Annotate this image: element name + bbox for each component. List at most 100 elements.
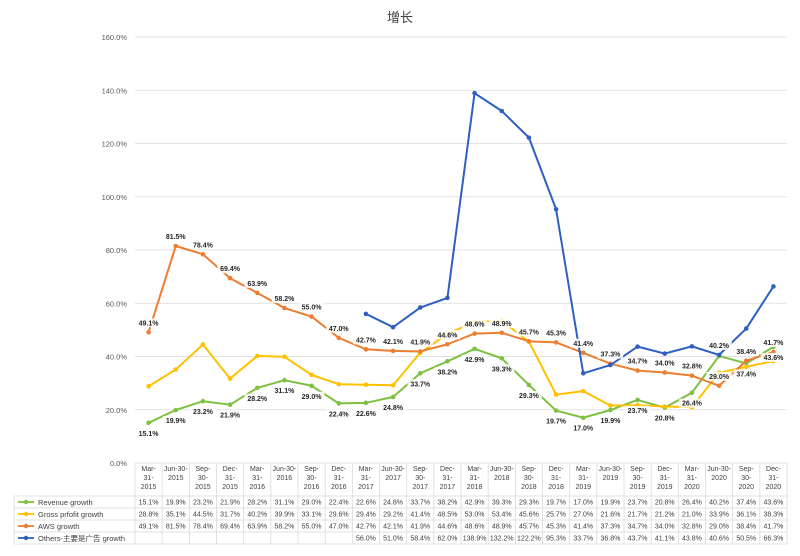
x-category-line: 31-: [334, 475, 345, 482]
x-category-line: 30-: [741, 475, 752, 482]
table-cell-value: 41.4%: [410, 512, 430, 519]
data-label-bg: [353, 335, 379, 345]
data-point: [635, 344, 640, 349]
table-cell-value: 36.1%: [736, 512, 756, 519]
x-category-line: Sep-: [304, 466, 319, 473]
table-cell-value: 29.3%: [519, 500, 539, 507]
table-cell-value: 45.7%: [519, 524, 539, 531]
table-cell-value: 26.4%: [682, 500, 702, 507]
table-cell-value: 50.5%: [736, 536, 756, 543]
table-cell-value: 34.7%: [628, 524, 648, 531]
data-label-bg: [733, 346, 759, 356]
table-cell-value: 62.0%: [437, 536, 457, 543]
x-category-line: Sep-: [196, 466, 211, 473]
table-cell-value: 48.5%: [437, 512, 457, 519]
x-category-line: 2015: [195, 484, 211, 491]
table-cell-value: 28.8%: [139, 512, 159, 519]
data-point: [336, 335, 342, 341]
x-category-line: Sep-: [630, 466, 645, 473]
x-category-label: Mar- 31- 2016: [249, 466, 265, 491]
table-cell-value: 138.9%: [463, 536, 487, 543]
data-point: [227, 402, 233, 407]
x-category-line: 2015: [168, 475, 184, 482]
data-point: [689, 390, 695, 396]
table-cell-value: 40.2%: [709, 500, 729, 507]
data-label: 43.6%: [763, 355, 784, 362]
x-category-label: Mar- 31- 2019: [575, 466, 591, 491]
table-cell-value: 43.8%: [682, 536, 702, 543]
x-category-line: Dec-: [766, 466, 781, 473]
data-label-bg: [190, 240, 216, 250]
table-cell-value: 44.6%: [437, 524, 457, 531]
table-cell-value: 45.3%: [546, 524, 566, 531]
x-category-line: 31-: [442, 475, 453, 482]
data-label-bg: [624, 405, 651, 415]
data-label-bg: [652, 358, 678, 368]
x-category-line: 30-: [633, 475, 644, 482]
data-point: [227, 275, 233, 281]
data-point: [499, 108, 505, 114]
legend-label: Gross prfofit growth: [38, 510, 103, 519]
x-category-line: 2020: [711, 475, 727, 482]
table-cell-value: 21.7%: [628, 512, 648, 519]
x-category-line: 2018: [494, 475, 510, 482]
data-label: 28.2%: [247, 396, 268, 403]
data-label-bg: [298, 302, 325, 312]
table-cell-value: 21.0%: [682, 512, 702, 519]
table-cell-value: 41.4%: [573, 524, 593, 531]
data-label: 45.7%: [519, 329, 540, 336]
table-cell-value: 45.6%: [519, 512, 539, 519]
x-category-line: 31-: [687, 475, 698, 482]
data-label-bg: [570, 423, 596, 433]
series-line: [148, 346, 774, 424]
table-cell-value: 23.7%: [628, 500, 648, 507]
data-label-bg: [624, 356, 651, 366]
data-point: [662, 404, 668, 409]
x-category-label: Mar- 31- 2017: [358, 466, 374, 491]
data-point: [363, 400, 369, 406]
data-label: 32.8%: [682, 364, 703, 371]
table-cell-value: 55.0%: [302, 524, 322, 531]
y-tick-label: 80.0%: [106, 246, 128, 255]
data-label: 38.4%: [736, 349, 757, 356]
data-label-bg: [461, 354, 488, 364]
table-cell-value: 21.6%: [600, 512, 620, 519]
x-category-line: 2017: [358, 484, 374, 491]
data-point: [580, 350, 586, 356]
y-tick-label: 40.0%: [106, 353, 128, 362]
data-point: [580, 370, 586, 376]
y-tick-label: 100.0%: [102, 193, 128, 202]
data-label: 81.5%: [166, 234, 187, 241]
data-label: 34.0%: [655, 360, 676, 367]
data-point: [417, 305, 423, 310]
data-label: 22.6%: [356, 411, 377, 418]
data-point: [282, 305, 287, 311]
x-category-line: 2018: [521, 484, 537, 491]
data-point: [608, 362, 613, 368]
table-cell-value: 21.2%: [655, 512, 675, 519]
data-point: [390, 394, 396, 400]
x-category-line: Mar-: [467, 466, 482, 473]
data-label: 31.1%: [274, 388, 295, 395]
x-category-line: 2018: [467, 484, 483, 491]
data-point: [146, 420, 151, 426]
data-point: [472, 331, 477, 336]
x-category-line: Dec-: [549, 466, 564, 473]
data-point: [309, 314, 314, 319]
data-label: 29.0%: [302, 394, 323, 401]
data-label-bg: [271, 294, 298, 304]
x-category-label: Jun-30- 2020: [707, 466, 731, 482]
table-cell-value: 34.0%: [655, 524, 675, 531]
x-category-label: Mar- 31- 2015: [141, 466, 157, 491]
data-label-bg: [679, 398, 705, 408]
x-category-line: Jun-30-: [273, 466, 297, 473]
data-label: 38.2%: [437, 369, 458, 376]
chart-title: 增长: [387, 10, 413, 25]
data-label: 58.2%: [274, 296, 295, 303]
x-category-line: 2020: [738, 484, 754, 491]
table-cell-value: 49.1%: [139, 524, 159, 531]
x-category-line: 2016: [304, 484, 320, 491]
data-point: [173, 367, 179, 372]
table-cell-value: 19.9%: [166, 500, 186, 507]
x-category-line: 2019: [657, 484, 673, 491]
